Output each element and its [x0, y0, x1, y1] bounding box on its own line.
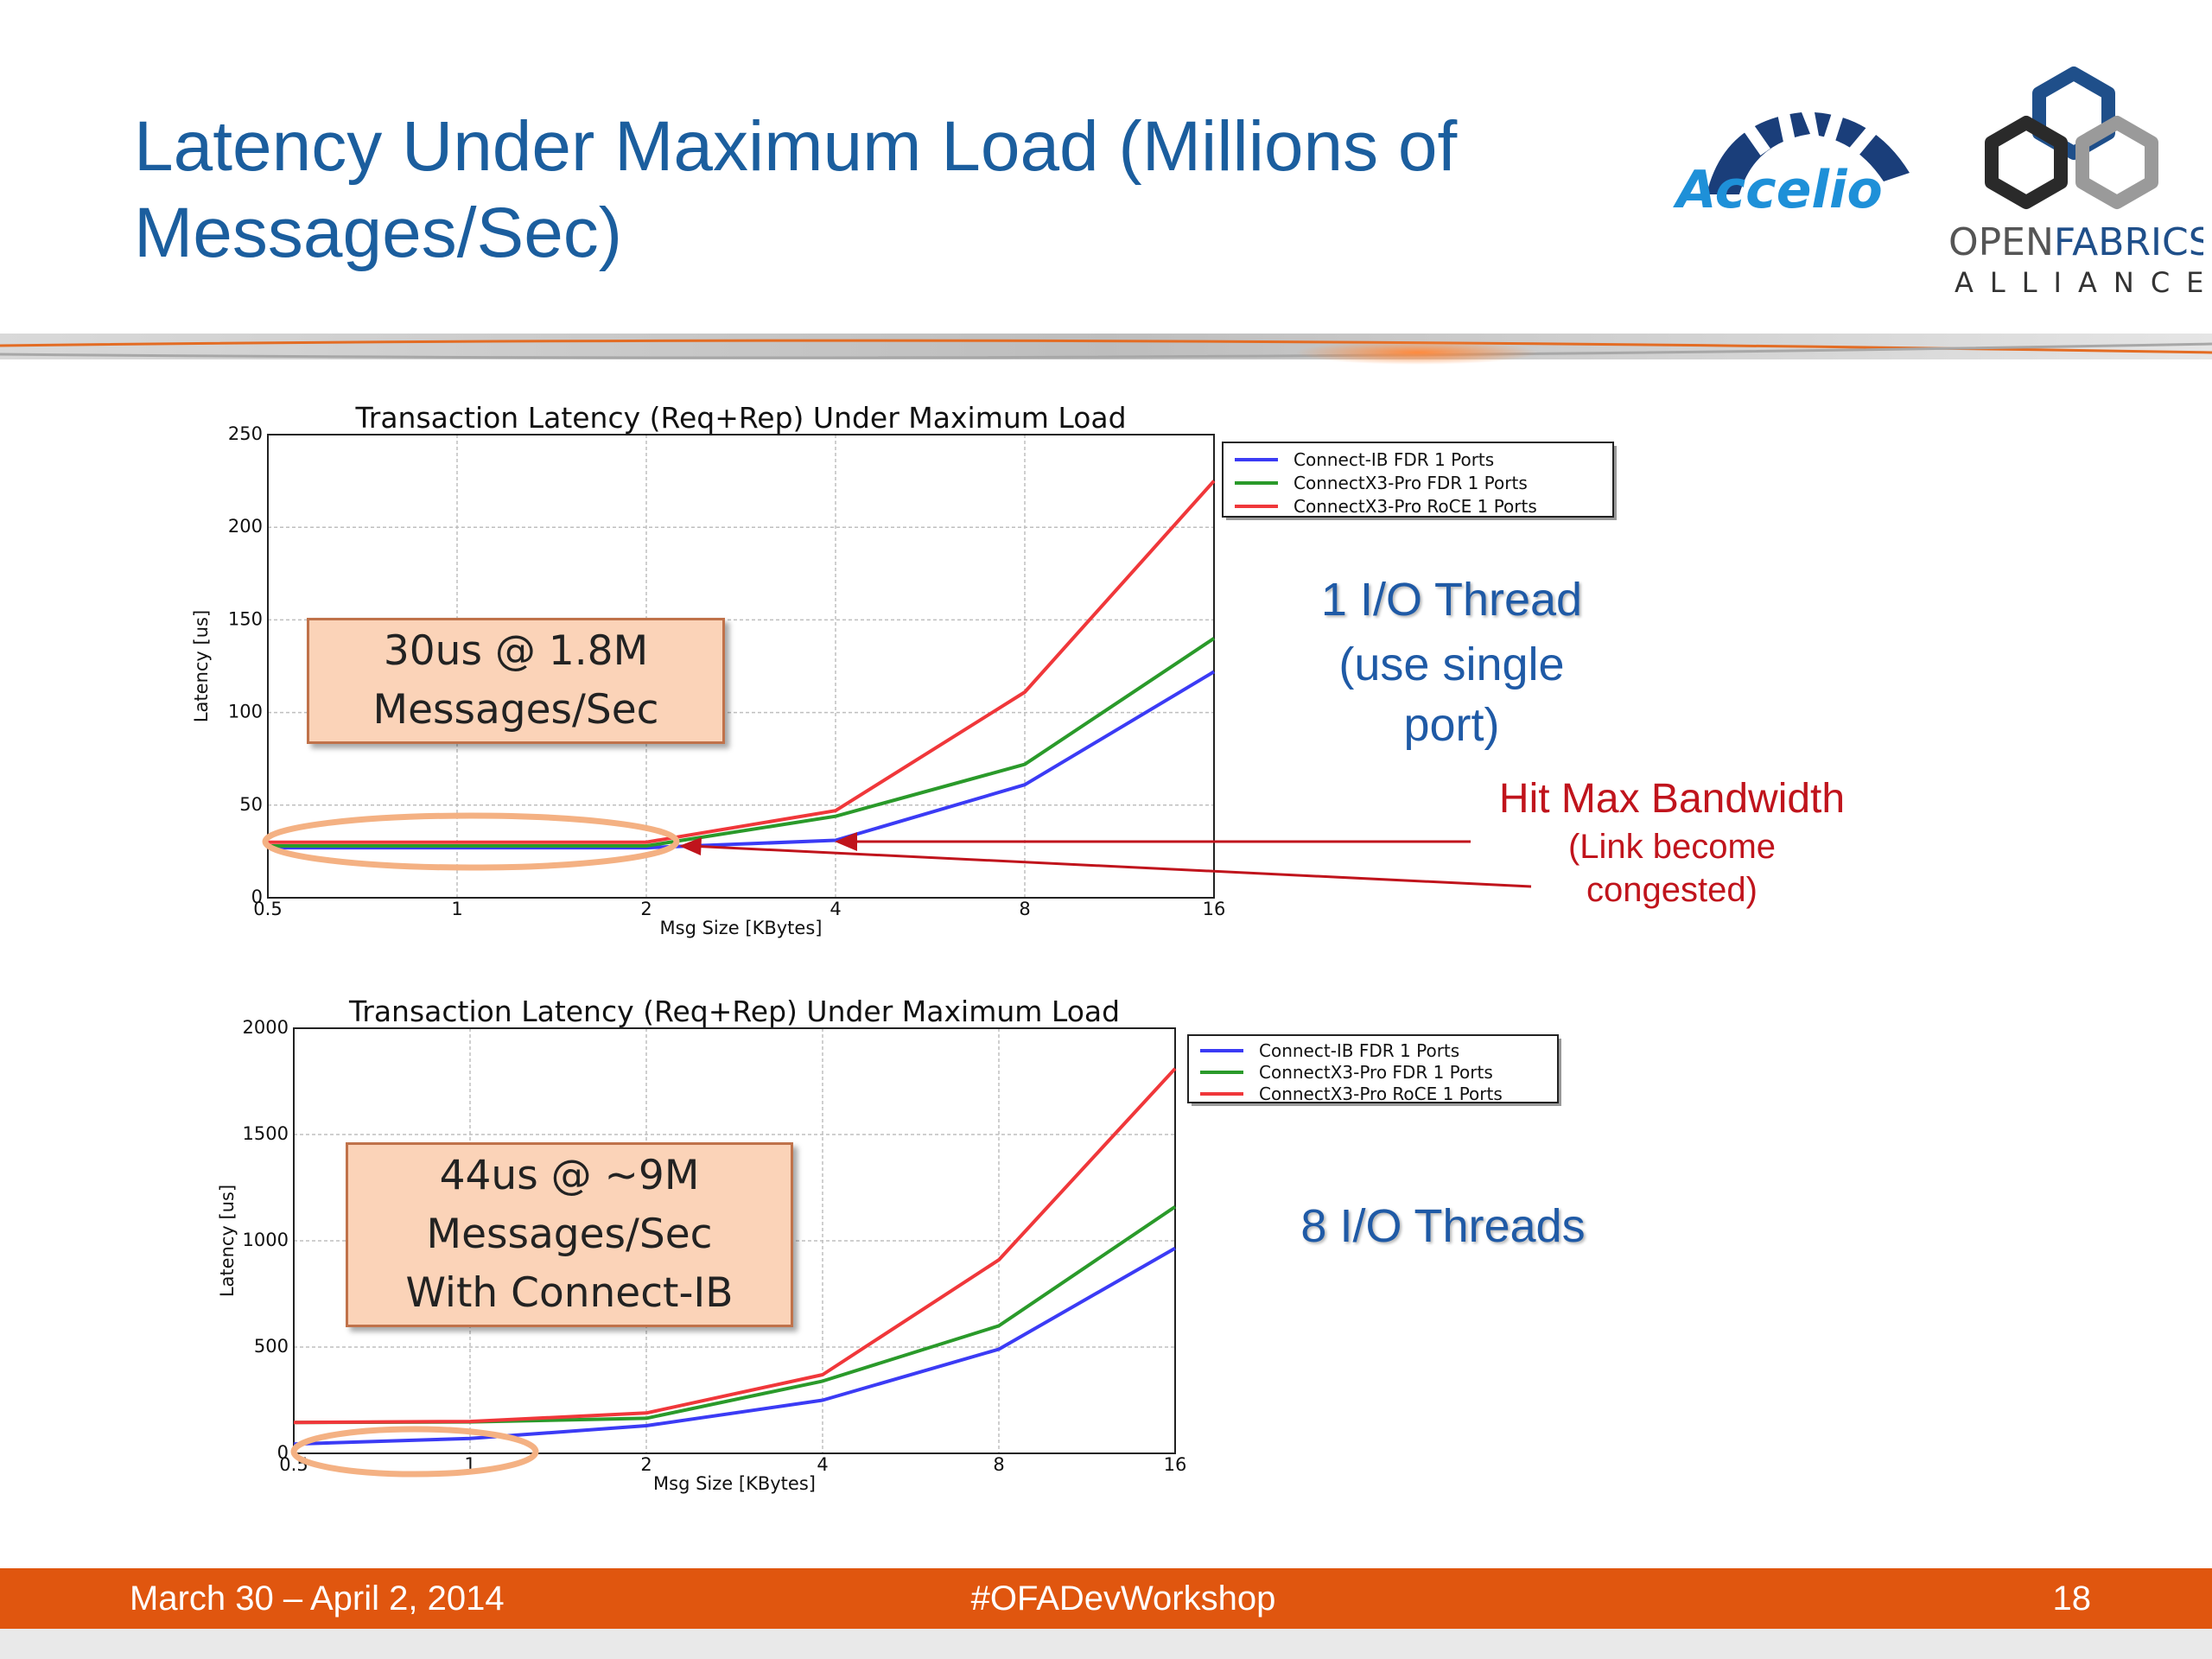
chart-2-legend-label-2: ConnectX3-Pro FDR 1 Ports	[1259, 1062, 1493, 1083]
chart-1-y-tick-label: 150	[228, 608, 263, 629]
chart-1: Transaction Latency (Req+Rep) Under Maxi…	[191, 401, 1617, 938]
chart-1-x-tick-label: 2	[640, 899, 652, 919]
link-congested-note: (Link become congested)	[1460, 825, 1884, 912]
footer-date: March 30 – April 2, 2014	[130, 1580, 505, 1618]
slide-title: Latency Under Maximum Load (Millions of …	[134, 107, 1458, 272]
chart-1-legend-label-2: ConnectX3-Pro FDR 1 Ports	[1294, 473, 1528, 493]
chart-2-y-axis-label: Latency [us]	[217, 1185, 238, 1297]
callout-2: 44us @ ~9M Messages/Sec With Connect-IB	[346, 1142, 793, 1327]
chart-2-x-axis-label: Msg Size [KBytes]	[653, 1473, 816, 1494]
chart-2-x-tick-label: 16	[1164, 1454, 1187, 1475]
chart-1-series-line-3	[268, 480, 1216, 844]
chart-1-y-tick-label: 50	[239, 794, 263, 815]
openfabrics-logo: OPENFABRICS ALLIANCE	[1948, 67, 2203, 299]
header-divider	[0, 334, 2212, 365]
chart-2-x-tick-label: 2	[640, 1454, 652, 1475]
chart-1-y-tick-label: 100	[228, 702, 263, 722]
chart-2-y-tick-label: 0	[277, 1442, 289, 1463]
eight-io-threads-label: 8 I/O Threads	[1300, 1200, 1586, 1252]
chart-1-plot-frame	[267, 434, 1215, 899]
footer-hashtag: #OFADevWorkshop	[970, 1580, 1276, 1618]
chart-2-title: Transaction Latency (Req+Rep) Under Maxi…	[348, 995, 1120, 1028]
ofa-fabrics-text: FABRICS	[2054, 220, 2203, 264]
chart-2-x-tick-label: 8	[993, 1454, 1004, 1475]
chart-1-x-tick-label: 0.5	[253, 899, 282, 919]
chart-1-x-tick-label: 16	[1203, 899, 1226, 919]
chart-2-y-tick-label: 2000	[243, 1017, 289, 1038]
chart-1-title: Transaction Latency (Req+Rep) Under Maxi…	[354, 401, 1126, 435]
chart-1-arrow-line-2	[689, 844, 1532, 888]
chart-1-x-tick-label: 1	[451, 899, 462, 919]
chart-2-y-tick-label: 1500	[243, 1123, 289, 1144]
single-port-note: (use single port)	[1287, 632, 1616, 755]
chart-2-y-tick-label: 500	[254, 1336, 289, 1357]
chart-1-series-line-2	[268, 637, 1216, 848]
accelio-logo: Accelio	[1673, 105, 1910, 220]
footer-bar: March 30 – April 2, 2014 #OFADevWorkshop…	[0, 1568, 2212, 1629]
ofa-wordmark-alliance: ALLIANCE	[1955, 266, 2203, 299]
chart-1-arrow-head-1	[835, 832, 857, 851]
chart-1-legend-label-3: ConnectX3-Pro RoCE 1 Ports	[1294, 496, 1537, 517]
chart-2-series-line-1	[293, 1246, 1176, 1446]
link-congested-line-2: congested)	[1586, 871, 1758, 909]
chart-1-series-line-1	[268, 670, 1216, 850]
chart-1-y-tick-label: 0	[251, 887, 263, 907]
hexagons-icon	[1985, 67, 2158, 209]
callout-2-line-1: 44us @ ~9M	[439, 1152, 700, 1199]
chart-2-highlight-ellipse	[290, 1426, 539, 1478]
callout-1: 30us @ 1.8M Messages/Sec	[307, 618, 725, 744]
ofa-wordmark-open: OPENFABRICS	[1948, 220, 2203, 264]
chart-2-y-tick-label: 1000	[243, 1230, 289, 1250]
callout-2-line-3: With Connect-IB	[405, 1269, 734, 1317]
accelio-wordmark: Accelio	[1673, 160, 1883, 220]
chart-2-legend-label-3: ConnectX3-Pro RoCE 1 Ports	[1259, 1084, 1503, 1104]
chart-1-legend-label-1: Connect-IB FDR 1 Ports	[1294, 449, 1494, 470]
chart-1-x-tick-label: 8	[1019, 899, 1030, 919]
accelio-arc-icon	[1707, 105, 1910, 194]
footer-base	[0, 1629, 2212, 1659]
chart-1-highlight-ellipse	[262, 812, 680, 871]
ofa-open-text: OPEN	[1948, 220, 2054, 264]
chart-1-y-axis-label: Latency [us]	[191, 610, 212, 722]
chart-1-arrow-head-2	[679, 837, 702, 855]
chart-2-series-line-3	[293, 1067, 1177, 1425]
link-congested-line-1: (Link become	[1567, 828, 1777, 866]
chart-2-x-tick-label: 4	[817, 1454, 828, 1475]
one-io-thread-label: 1 I/O Thread	[1320, 574, 1583, 626]
callout-1-line-2: Messages/Sec	[372, 686, 659, 734]
callout-1-line-1: 30us @ 1.8M	[383, 627, 649, 675]
single-port-note-line-1: (use single	[1338, 639, 1565, 690]
chart-2-legend-box	[1187, 1034, 1559, 1103]
chart-2: Transaction Latency (Req+Rep) Under Maxi…	[217, 995, 1561, 1494]
hit-max-bandwidth-label: Hit Max Bandwidth	[1498, 776, 1846, 822]
chart-1-x-tick-label: 4	[830, 899, 841, 919]
chart-1-legend-box	[1222, 442, 1614, 518]
single-port-note-line-2: port)	[1403, 699, 1500, 751]
chart-1-y-tick-label: 250	[228, 423, 263, 444]
chart-1-y-tick-label: 200	[228, 516, 263, 537]
callout-2-line-2: Messages/Sec	[426, 1211, 713, 1258]
chart-2-legend-label-1: Connect-IB FDR 1 Ports	[1259, 1040, 1459, 1061]
page-number: 18	[2052, 1580, 2092, 1618]
chart-2-plot-frame	[293, 1027, 1176, 1454]
chart-1-x-axis-label: Msg Size [KBytes]	[660, 918, 823, 938]
